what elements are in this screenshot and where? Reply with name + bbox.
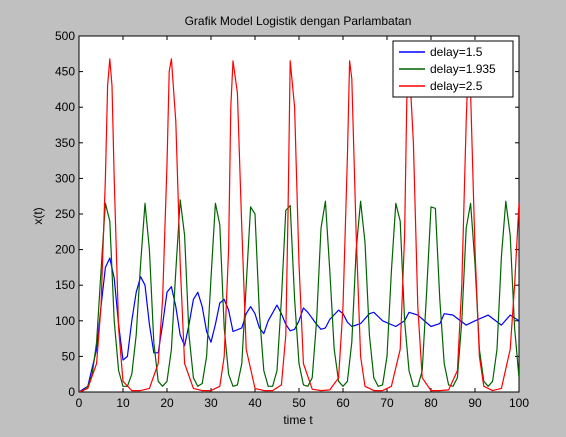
y-tick-label: 50 bbox=[62, 349, 76, 363]
legend-label-1: delay=1.5 bbox=[430, 45, 483, 59]
x-axis-label: time t bbox=[283, 413, 313, 427]
y-tick-label: 250 bbox=[55, 207, 75, 221]
legend-label-3: delay=2.5 bbox=[430, 79, 483, 93]
y-tick-label: 300 bbox=[55, 171, 75, 185]
series-line-2 bbox=[79, 199, 519, 392]
x-tick-label: 80 bbox=[424, 396, 438, 410]
x-tick-label: 20 bbox=[160, 396, 174, 410]
x-tick-label: 60 bbox=[336, 396, 350, 410]
x-tick-label: 50 bbox=[292, 396, 306, 410]
y-tick-label: 0 bbox=[68, 385, 75, 399]
x-tick-label: 10 bbox=[116, 396, 130, 410]
y-tick-label: 350 bbox=[55, 136, 75, 150]
x-tick-label: 100 bbox=[509, 396, 529, 410]
y-tick-label: 100 bbox=[55, 314, 75, 328]
legend-label-2: delay=1.935 bbox=[430, 62, 496, 76]
x-tick-label: 40 bbox=[248, 396, 262, 410]
x-tick-label: 70 bbox=[380, 396, 394, 410]
series-line-3 bbox=[79, 58, 519, 392]
legend: delay=1.5 delay=1.935 delay=2.5 bbox=[392, 40, 514, 98]
y-tick-label: 450 bbox=[55, 65, 75, 79]
chart-title: Grafik Model Logistik dengan Parlambatan bbox=[185, 14, 412, 28]
series-layer bbox=[79, 58, 519, 392]
y-tick-label: 150 bbox=[55, 278, 75, 292]
y-tick-label: 500 bbox=[55, 29, 75, 43]
y-tick-label: 400 bbox=[55, 100, 75, 114]
x-tick-label: 90 bbox=[468, 396, 482, 410]
x-axis: 0 10 20 30 40 50 60 70 80 90 100 bbox=[76, 36, 529, 410]
y-axis: 0 50 100 150 200 250 300 350 400 450 500 bbox=[55, 29, 519, 399]
x-tick-label: 30 bbox=[204, 396, 218, 410]
x-tick-label: 0 bbox=[76, 396, 83, 410]
y-axis-label: x(t) bbox=[31, 207, 45, 224]
y-tick-label: 200 bbox=[55, 243, 75, 257]
